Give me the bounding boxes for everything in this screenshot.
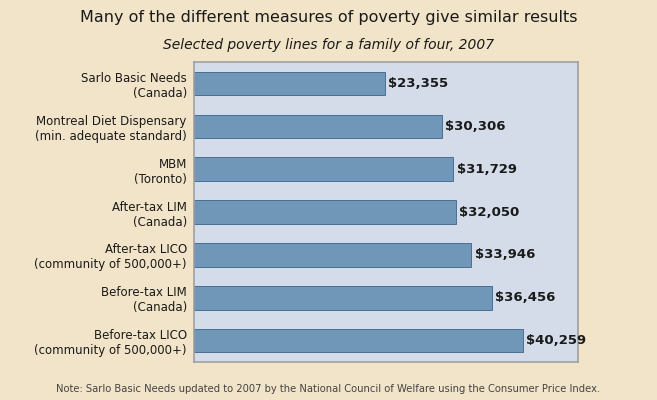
Text: Selected poverty lines for a family of four, 2007: Selected poverty lines for a family of f…	[163, 38, 494, 52]
Text: $30,306: $30,306	[445, 120, 505, 133]
Bar	[194, 200, 456, 224]
Bar	[194, 157, 453, 181]
Bar	[194, 243, 472, 267]
Text: Note: Sarlo Basic Needs updated to 2007 by the National Council of Welfare using: Note: Sarlo Basic Needs updated to 2007 …	[57, 384, 600, 394]
Bar	[194, 329, 523, 352]
Text: $31,729: $31,729	[457, 163, 516, 176]
Text: $23,355: $23,355	[388, 77, 448, 90]
Bar	[194, 114, 442, 138]
Text: $32,050: $32,050	[459, 206, 520, 218]
Text: $33,946: $33,946	[474, 248, 535, 261]
Text: $36,456: $36,456	[495, 291, 556, 304]
Bar	[194, 72, 385, 95]
Bar	[194, 286, 492, 310]
Text: $40,259: $40,259	[526, 334, 587, 347]
Text: Many of the different measures of poverty give similar results: Many of the different measures of povert…	[79, 10, 578, 25]
